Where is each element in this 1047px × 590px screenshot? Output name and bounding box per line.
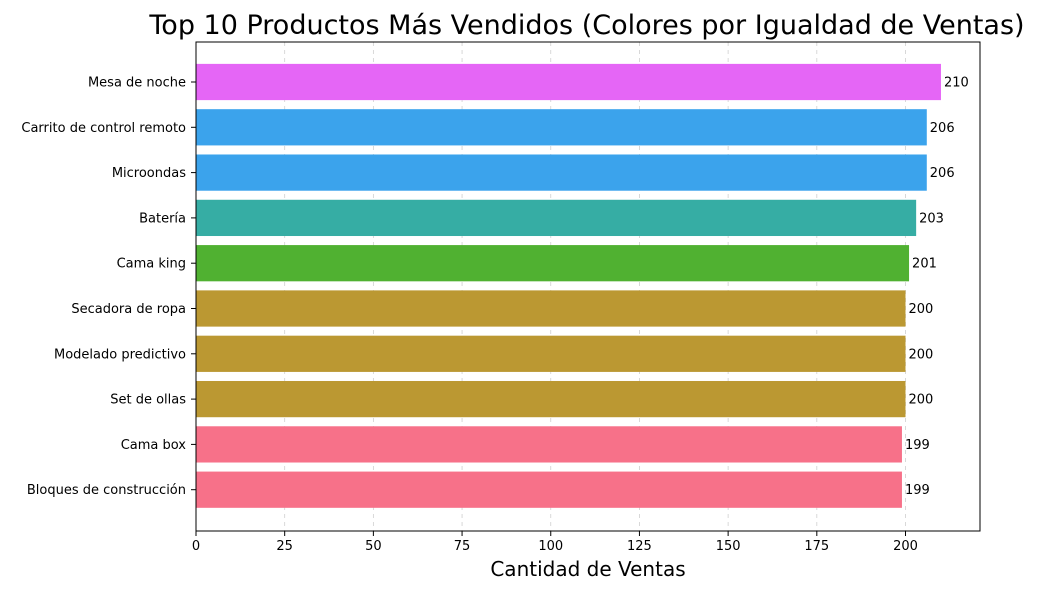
bar-value-label: 210 [944, 76, 969, 91]
bar-value-label: 206 [930, 121, 955, 136]
y-tick-label: Cama box [121, 438, 187, 453]
bar-value-label: 200 [909, 302, 934, 317]
y-tick-label: Mesa de noche [88, 76, 186, 91]
x-axis-label: Cantidad de Ventas [490, 557, 685, 581]
y-tick-label: Microondas [112, 166, 186, 181]
y-tick-label: Modelado predictivo [54, 347, 186, 362]
y-tick-label: Bloques de construcción [27, 483, 186, 498]
x-tick-label: 25 [276, 539, 293, 554]
bar [196, 335, 906, 372]
bar-value-label: 199 [905, 438, 930, 453]
y-tick-label: Set de ollas [110, 393, 186, 408]
bar [196, 63, 941, 101]
bar [196, 290, 906, 327]
bar-value-label: 206 [930, 166, 955, 181]
x-tick-label: 75 [454, 539, 471, 554]
bar [196, 154, 927, 191]
bar-value-label: 201 [912, 257, 937, 272]
x-tick-label: 175 [804, 539, 829, 554]
x-tick-label: 150 [716, 539, 741, 554]
x-tick-label: 200 [893, 539, 918, 554]
bar-value-label: 200 [909, 347, 934, 362]
y-tick-label: Secadora de ropa [71, 302, 186, 317]
bar [196, 199, 917, 237]
y-axis-ticks: Mesa de noche Carrito de control remoto Mi… [21, 76, 196, 498]
value-labels-layer: 210 206 206 203 201 200 200 200 199 199 [905, 76, 969, 499]
x-tick-label: 100 [538, 539, 563, 554]
y-tick-label: Batería [139, 211, 186, 226]
x-tick-label: 125 [627, 539, 652, 554]
bar [196, 471, 902, 508]
y-tick-label: Carrito de control remoto [21, 121, 186, 136]
bar [196, 426, 902, 463]
bar [196, 109, 927, 146]
bar-value-label: 199 [905, 483, 930, 498]
bar-value-label: 200 [909, 393, 934, 408]
chart-title: Top 10 Productos Más Vendidos (Colores p… [148, 10, 1024, 41]
bar [196, 245, 910, 282]
x-tick-label: 50 [365, 539, 382, 554]
bar [196, 380, 906, 418]
bars-layer [196, 63, 941, 508]
y-tick-label: Cama king [117, 257, 186, 272]
x-axis-ticks: 0 25 50 75 100 125 150 175 200 [192, 531, 918, 554]
plot-frame [195, 41, 981, 532]
bar-value-label: 203 [919, 211, 944, 226]
x-tick-label: 0 [192, 539, 200, 554]
